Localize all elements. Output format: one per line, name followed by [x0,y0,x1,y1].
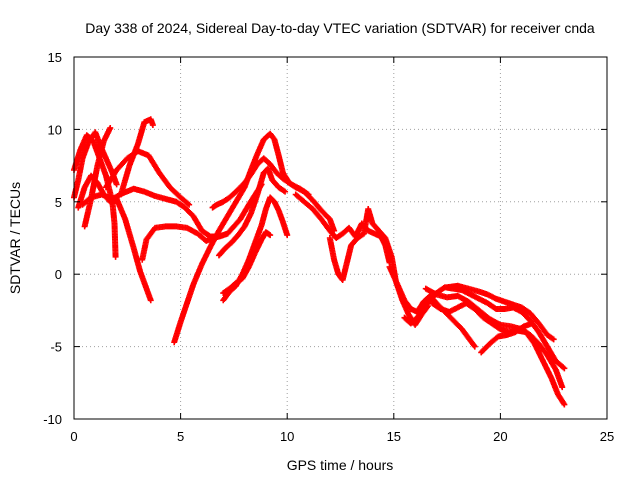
series-track-10 [171,130,338,346]
axis-ticks: 0 5 10 15 20 25 -10 -5 0 5 10 15 [43,50,614,444]
data-point-marker [113,181,120,188]
data-point-marker [529,320,536,327]
data-point-marker [147,297,154,304]
data-points [71,116,568,408]
x-tick-label: 25 [600,429,614,444]
series-track-21 [444,282,557,343]
y-tick-label: 0 [55,267,62,282]
data-point-marker [550,336,557,343]
data-point-marker [305,191,312,198]
series-track-22 [478,320,536,356]
data-point-marker [149,122,156,129]
data-point-marker [282,188,289,195]
y-tick-label: 10 [48,122,62,137]
y-tick-label: 15 [48,50,62,65]
y-tick-label: -5 [50,340,62,355]
x-axis-label: GPS time / hours [287,457,394,473]
data-point-marker [561,401,568,408]
y-tick-label: 5 [55,195,62,210]
series-track-8 [113,195,154,304]
x-tick-label: 5 [177,429,184,444]
series-track-11 [209,155,312,211]
series-track-7 [117,116,156,198]
y-axis-label: SDTVAR / TECUs [7,182,23,294]
series-track-5 [102,148,193,208]
data-point-marker [559,384,566,391]
data-point-marker [186,201,193,208]
data-point-marker [284,232,291,239]
data-point-marker [561,365,568,372]
plot-frame [73,56,608,420]
data-point-marker [112,253,119,260]
series-track-14 [220,229,274,297]
x-tick-label: 0 [70,429,77,444]
chart-title: Day 338 of 2024, Sidereal Day-to-day VTE… [85,20,595,36]
series-track-12 [215,165,289,259]
x-tick-label: 20 [493,429,507,444]
x-tick-label: 15 [387,429,401,444]
data-point-marker [471,343,478,350]
series-track-16 [326,206,431,328]
data-point-marker [267,232,274,239]
x-tick-label: 10 [280,429,294,444]
data-point-marker [107,124,114,131]
y-tick-label: -10 [43,412,62,427]
